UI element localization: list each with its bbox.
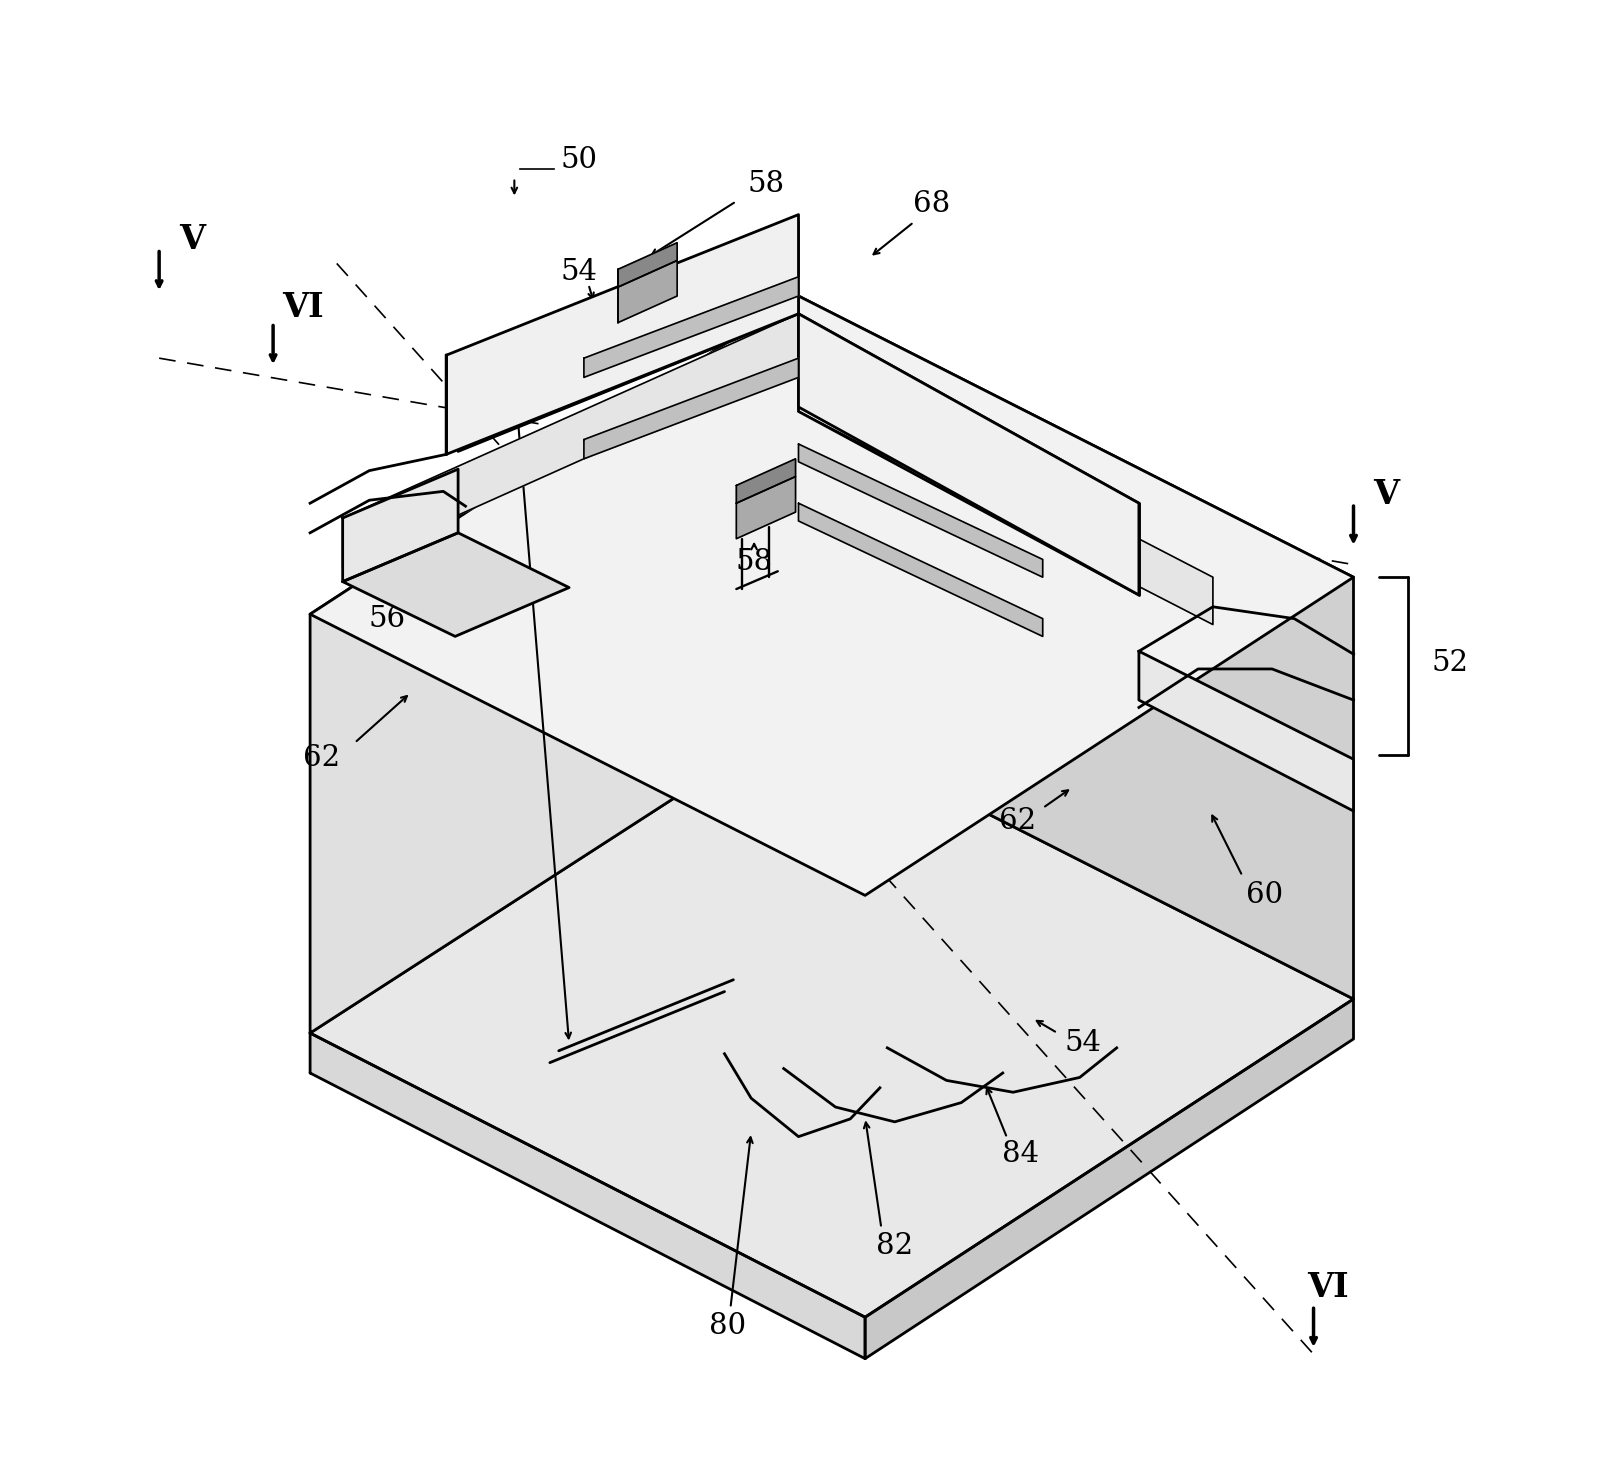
Text: 54: 54 [561,259,597,286]
Polygon shape [585,277,798,377]
Text: 84: 84 [1001,1141,1040,1168]
Text: 82: 82 [877,1233,913,1259]
Polygon shape [310,296,798,1033]
Polygon shape [618,260,677,323]
Text: 68: 68 [913,191,950,218]
Polygon shape [798,444,1043,577]
Polygon shape [310,718,1354,1317]
Polygon shape [458,222,798,451]
Text: 58: 58 [736,549,773,576]
Polygon shape [736,477,795,539]
Polygon shape [736,459,795,503]
Text: VI: VI [1308,1271,1349,1304]
Text: 58: 58 [747,170,784,197]
Polygon shape [798,363,1212,625]
Text: V: V [1373,478,1399,511]
Polygon shape [798,314,1139,595]
Text: 62: 62 [303,744,340,771]
Text: 60: 60 [1246,882,1284,909]
Polygon shape [798,314,1139,595]
Text: VI: VI [283,292,324,324]
Polygon shape [585,358,798,459]
Text: 80: 80 [709,1313,746,1339]
Polygon shape [798,503,1043,636]
Text: 54: 54 [1064,1030,1102,1057]
Text: 56: 56 [369,605,406,632]
Text: 62: 62 [1000,808,1036,835]
Polygon shape [798,296,1354,999]
Polygon shape [1139,651,1354,811]
Text: 50: 50 [561,147,597,173]
Polygon shape [866,999,1354,1359]
Polygon shape [618,243,677,287]
Polygon shape [343,469,458,582]
Polygon shape [343,314,798,567]
Polygon shape [343,533,569,636]
Polygon shape [446,215,798,454]
Text: 52: 52 [1433,650,1469,676]
Text: 68: 68 [495,345,533,371]
Polygon shape [310,1033,866,1359]
Polygon shape [310,296,1354,895]
Text: V: V [179,223,204,256]
